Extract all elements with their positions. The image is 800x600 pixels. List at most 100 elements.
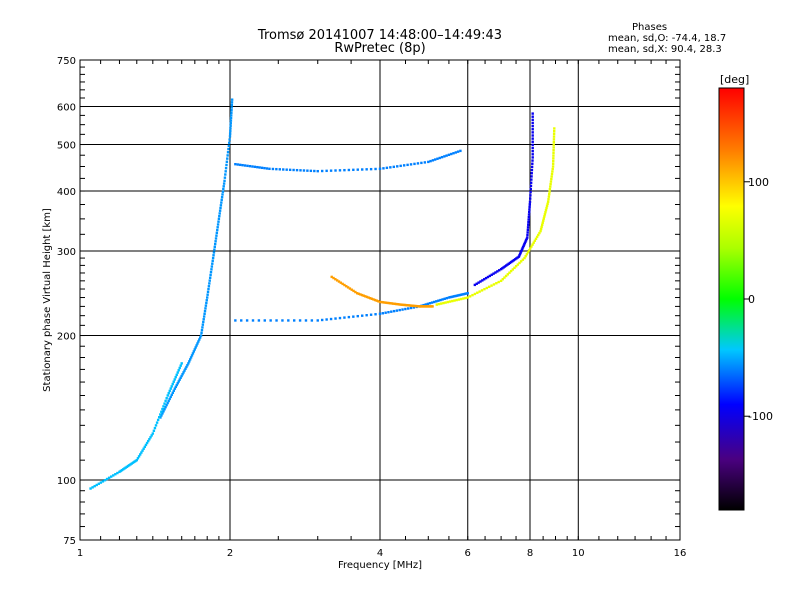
data-point xyxy=(548,192,551,196)
data-point xyxy=(228,132,232,135)
data-point xyxy=(135,458,138,462)
data-point xyxy=(208,279,211,282)
data-point xyxy=(215,234,218,237)
data-point xyxy=(198,338,201,341)
data-point xyxy=(230,101,234,104)
data-point xyxy=(234,162,237,166)
data-point xyxy=(430,301,434,304)
phases-x-mode: mean, sd,X: 90.4, 28.3 xyxy=(608,44,722,55)
data-point xyxy=(299,169,302,172)
data-point xyxy=(216,226,219,229)
data-point xyxy=(354,290,357,294)
data-point xyxy=(335,279,339,282)
data-point xyxy=(161,412,164,415)
data-point xyxy=(168,397,171,401)
data-point xyxy=(230,114,233,117)
data-point xyxy=(531,134,534,137)
x-tick-label: 16 xyxy=(674,548,687,559)
data-point xyxy=(361,314,364,317)
data-point xyxy=(528,205,531,209)
data-point xyxy=(180,362,183,365)
data-point xyxy=(236,163,239,166)
data-point xyxy=(438,156,441,160)
data-point xyxy=(227,144,231,148)
data-point xyxy=(548,190,551,193)
data-point xyxy=(182,371,185,374)
y-axis-label: Stationary phase Virtual Height [km] xyxy=(42,208,53,392)
data-point xyxy=(511,268,515,271)
data-point xyxy=(219,206,222,210)
data-point xyxy=(389,302,392,305)
data-point xyxy=(109,475,113,478)
data-point xyxy=(400,303,404,306)
data-point xyxy=(224,173,227,176)
data-point xyxy=(416,162,420,165)
data-point xyxy=(208,282,211,285)
data-point xyxy=(503,276,506,279)
data-point xyxy=(531,159,534,162)
data-point xyxy=(229,116,233,120)
data-point xyxy=(459,297,463,301)
data-point xyxy=(229,124,232,128)
data-point xyxy=(97,482,101,485)
data-point xyxy=(343,168,346,172)
data-point xyxy=(526,228,530,232)
data-point xyxy=(485,286,489,290)
data-point xyxy=(458,293,461,297)
data-point xyxy=(550,175,553,178)
data-point xyxy=(302,169,306,172)
data-point xyxy=(516,256,519,259)
data-point xyxy=(457,298,461,301)
data-point xyxy=(176,371,179,374)
data-point xyxy=(515,257,518,260)
data-point xyxy=(161,407,164,411)
data-point xyxy=(415,304,418,308)
grid xyxy=(80,60,680,540)
data-point xyxy=(169,395,172,399)
data-point xyxy=(125,465,129,469)
data-point xyxy=(531,118,534,122)
data-point xyxy=(528,208,531,211)
data-point xyxy=(459,293,463,296)
data-point xyxy=(406,163,409,167)
colorbar-ticks: 100 0 -100 xyxy=(744,176,773,423)
y-tick-label: 100 xyxy=(57,476,76,487)
data-point xyxy=(362,294,365,297)
data-point xyxy=(346,286,350,289)
data-point xyxy=(439,298,442,302)
data-point xyxy=(304,319,308,322)
data-point xyxy=(348,287,352,290)
data-point xyxy=(447,296,451,299)
data-point xyxy=(399,164,402,168)
data-point xyxy=(359,293,362,296)
data-point xyxy=(542,217,546,220)
data-point xyxy=(532,241,535,244)
data-point xyxy=(172,389,176,392)
data-point xyxy=(524,240,527,243)
data-point xyxy=(215,231,219,235)
data-point xyxy=(452,152,455,155)
data-point xyxy=(263,319,266,322)
data-point xyxy=(204,304,208,307)
data-point xyxy=(357,292,361,296)
data-point xyxy=(511,259,514,263)
data-point xyxy=(525,237,528,241)
data-point xyxy=(522,244,525,247)
data-point xyxy=(200,331,203,335)
data-point xyxy=(527,223,530,226)
data-point xyxy=(197,340,200,343)
data-point xyxy=(527,249,531,252)
data-point xyxy=(338,316,342,320)
data-point xyxy=(404,303,408,307)
data-point xyxy=(374,167,377,171)
data-point xyxy=(527,213,531,216)
data-point xyxy=(506,263,509,266)
data-point xyxy=(387,310,390,314)
data-point xyxy=(454,151,458,154)
data-point xyxy=(453,295,456,298)
data-point xyxy=(523,256,526,260)
data-point xyxy=(519,260,523,263)
data-point xyxy=(454,294,457,298)
data-point xyxy=(502,266,505,269)
data-point xyxy=(383,301,386,304)
